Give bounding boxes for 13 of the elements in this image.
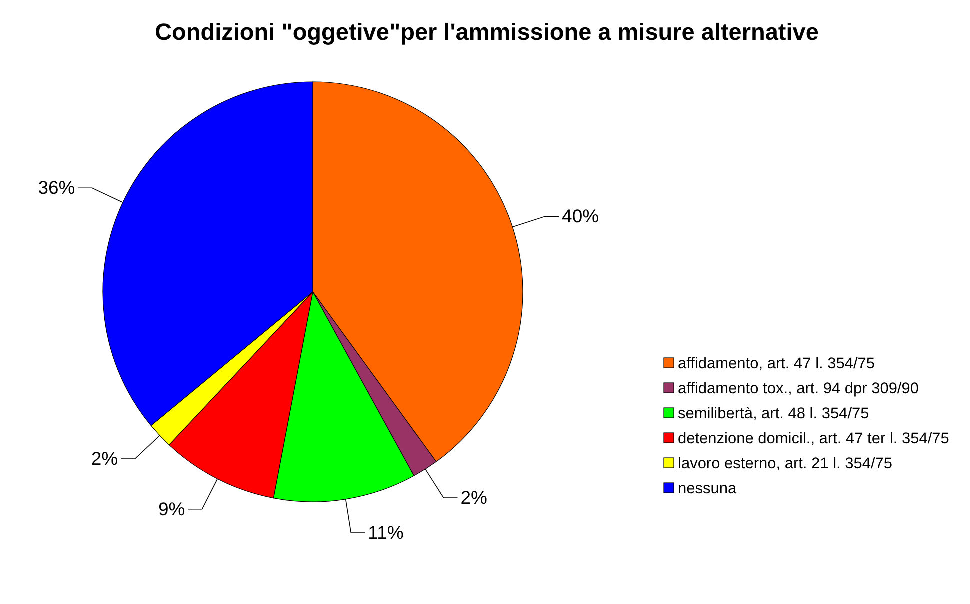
chart-title: Condizioni "oggetive"per l'ammissione a misure alternative [155, 19, 819, 45]
data-label: 2% [91, 448, 118, 470]
data-label: 36% [38, 177, 76, 198]
legend-label: detenzione domicil., art. 47 ter l. 354/75 [678, 430, 950, 448]
legend-label: affidamento, art. 47 l. 354/75 [678, 356, 876, 372]
legend-label: affidamento tox., art. 94 dpr 309/90 [678, 380, 920, 398]
legend-label: semilibertà, art. 48 l. 354/75 [678, 406, 870, 422]
data-label: 2% [460, 487, 488, 508]
data-label: 11% [368, 522, 404, 543]
legend-label: nessuna [678, 480, 737, 498]
data-label: 40% [562, 206, 600, 227]
data-label: 9% [158, 498, 186, 520]
legend-label: lavoro esterno, art. 21 l. 354/75 [678, 456, 893, 472]
